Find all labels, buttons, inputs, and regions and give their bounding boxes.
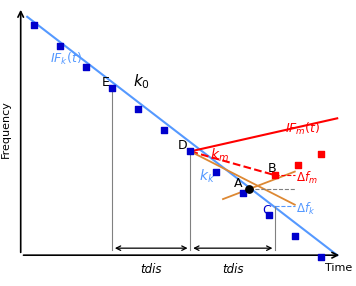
Text: tdis: tdis: [141, 263, 162, 276]
Point: [83, 65, 89, 69]
Point: [57, 44, 63, 49]
Point: [214, 170, 219, 175]
Text: $k_m$: $k_m$: [210, 147, 229, 164]
Text: D: D: [177, 139, 187, 152]
Text: Frequency: Frequency: [1, 100, 11, 158]
Point: [318, 254, 324, 259]
Point: [292, 233, 298, 238]
Point: [161, 128, 167, 133]
Text: B: B: [268, 162, 276, 175]
Text: $\Delta f_k$: $\Delta f_k$: [297, 201, 316, 217]
Text: $k_k$: $k_k$: [199, 168, 215, 185]
Text: E: E: [101, 76, 110, 89]
Text: A: A: [234, 177, 242, 190]
Text: $IF_m(t)$: $IF_m(t)$: [285, 121, 320, 137]
Point: [266, 212, 272, 217]
Point: [318, 152, 324, 157]
Text: tdis: tdis: [222, 263, 244, 276]
Point: [188, 149, 193, 154]
Text: $\Delta f_m$: $\Delta f_m$: [297, 170, 318, 186]
Point: [135, 107, 141, 112]
Text: C: C: [263, 204, 271, 217]
Text: $IF_k(t)$: $IF_k(t)$: [50, 51, 82, 67]
Text: Time: Time: [325, 263, 352, 273]
Point: [240, 191, 245, 196]
Point: [272, 173, 278, 178]
Point: [246, 187, 252, 192]
Point: [31, 23, 37, 27]
Point: [295, 162, 301, 167]
Point: [109, 86, 115, 91]
Text: $k_0$: $k_0$: [133, 72, 150, 91]
